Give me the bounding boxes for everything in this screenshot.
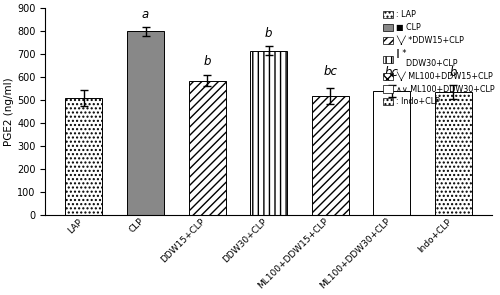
Bar [435, 92, 472, 215]
Text: b: b [450, 66, 457, 79]
Bar [374, 91, 410, 215]
Y-axis label: PGE2 (ng/ml): PGE2 (ng/ml) [4, 78, 14, 146]
Bar [188, 81, 226, 215]
Bar [250, 51, 287, 215]
Bar [66, 98, 102, 215]
Text: bc: bc [323, 65, 337, 78]
Text: bc: bc [385, 66, 399, 79]
Bar [127, 31, 164, 215]
Text: b: b [204, 55, 211, 68]
Text: b: b [265, 27, 272, 40]
Legend: : LAP, ■ CLP, ╲╱ *DDW15+CLP, ‖ *
    DDW30+CLP, ╲╱ ML100+DDW15+CLP, ∧∨ ML100+DDW: : LAP, ■ CLP, ╲╱ *DDW15+CLP, ‖ * DDW30+C… [380, 8, 497, 109]
Bar [312, 96, 348, 215]
Text: a: a [142, 8, 149, 21]
